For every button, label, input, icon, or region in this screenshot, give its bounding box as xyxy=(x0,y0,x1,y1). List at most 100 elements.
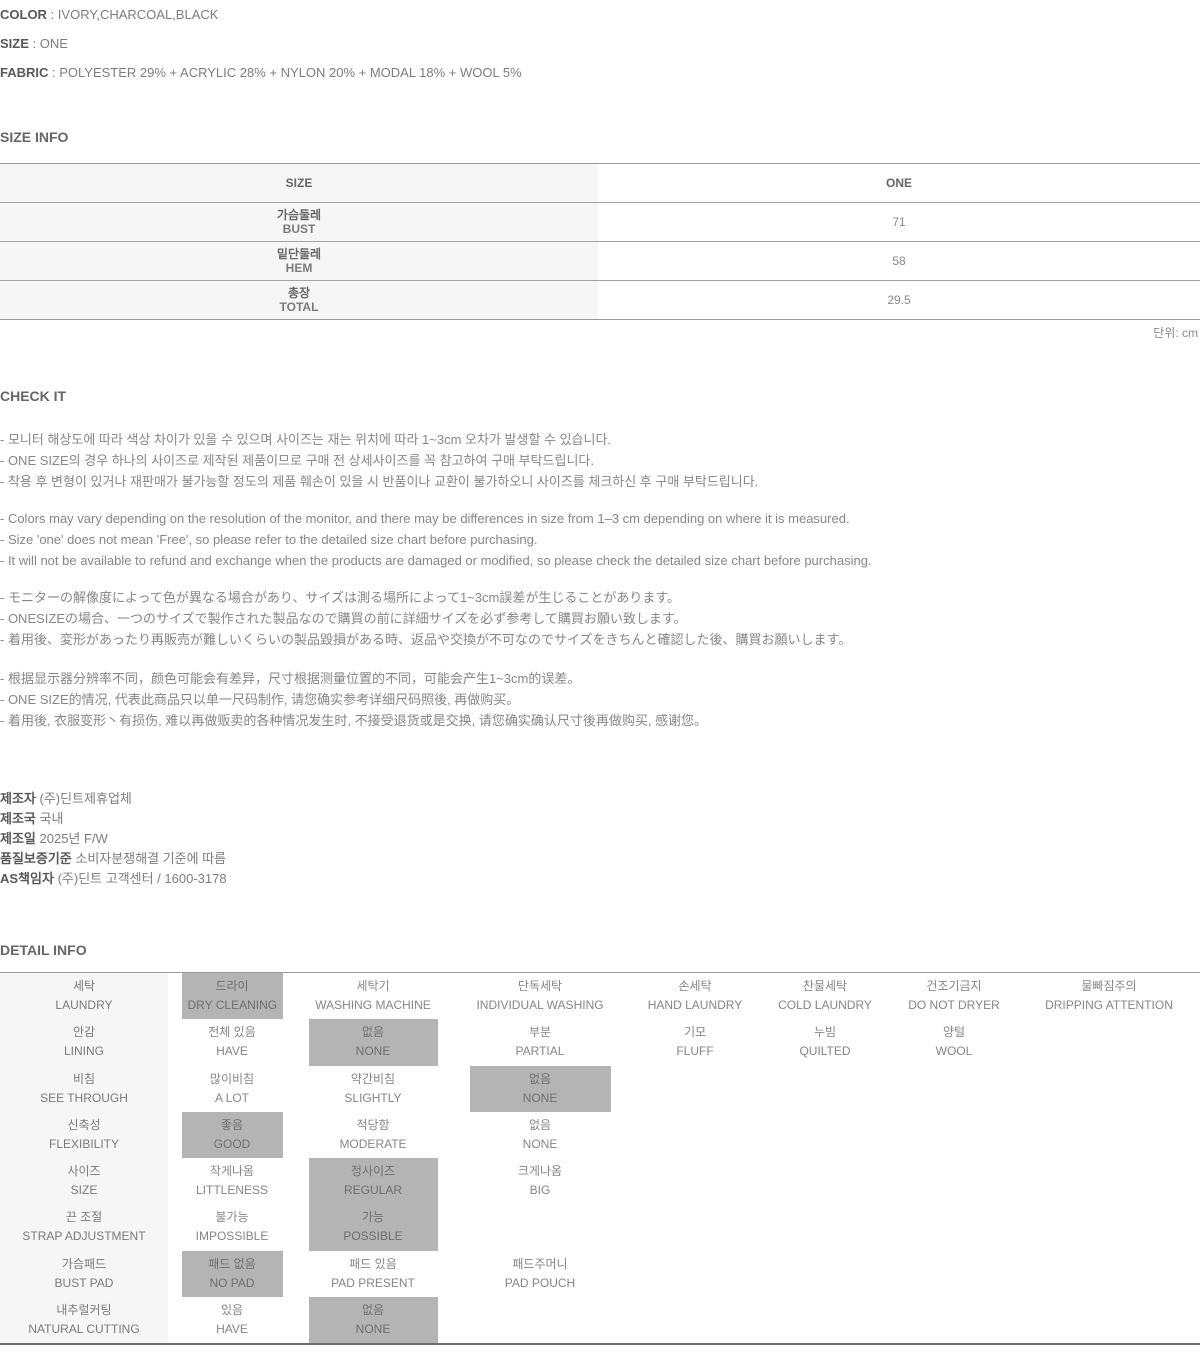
detail-option-selected: 가능 POSSIBLE xyxy=(296,1204,450,1251)
detail-option-selected: 없음 NONE xyxy=(296,1296,450,1343)
manufacturer-value: (주)딘트 고객센터 / 1600-3178 xyxy=(57,871,227,886)
size-info-table: SIZE ONE 가슴둘레 BUST 71 밑단둘레 HEM 58 총장 TOT… xyxy=(0,163,1200,320)
detail-option: 패드주머니 PAD POUCH xyxy=(504,1256,576,1290)
size-table-row-bust: 가슴둘레 BUST 71 xyxy=(0,203,1200,242)
notice-korean: - 모니터 해상도에 따라 색상 차이가 있을 수 있으며 사이즈는 재는 위치… xyxy=(0,429,1200,492)
detail-row-strap-adjustment: 끈 조절 STRAP ADJUSTMENT 불가능 IMPOSSIBLE 가능 PO… xyxy=(0,1204,1200,1251)
manufacturer-info: 제조자 (주)딘트제휴업체 제조국 국내 제조일 2025년 F/W 품질보증기준 소비… xyxy=(0,789,1200,889)
manufacturer-value: (주)딘트제휴업체 xyxy=(39,791,132,806)
detail-row-size: 사이즈 SIZE 작게나옴 LITTLENESS 정사이즈 REGULAR 크게나옴… xyxy=(0,1158,1200,1205)
manufacturer-value: 국내 xyxy=(39,811,64,826)
spec-label: SIZE xyxy=(0,36,29,51)
detail-option: 크게나옴 BIG xyxy=(517,1164,563,1198)
detail-option: 찬물세탁 COLD LAUNDRY xyxy=(778,979,872,1013)
detail-option: 전체 있음 HAVE xyxy=(208,1025,256,1059)
manufacturer-label: 제조국 xyxy=(0,811,36,826)
manufacturer-line: 제조국 국내 xyxy=(0,809,1200,829)
detail-option: 세탁기 WASHING MACHINE xyxy=(315,979,431,1013)
detail-option-selected: 패드 없음 NO PAD xyxy=(168,1250,296,1297)
notice-line: - 着用後、変形があったり再販売が難しいくらいの製品毀損がある時、返品や交換が不… xyxy=(0,632,852,647)
detail-option: 기모 FLUFF xyxy=(676,1025,714,1059)
detail-option-selected: 없음 NONE xyxy=(296,1019,450,1066)
size-label-ko: 가슴둘레 xyxy=(276,208,322,222)
notice-english: - Colors may vary depending on the resol… xyxy=(0,508,1200,571)
detail-option: 적당함 MODERATE xyxy=(339,1117,407,1151)
spec-row-color: COLORIVORY,CHARCOAL,BLACK xyxy=(0,7,1200,22)
detail-row-see-through: 비침 SEE THROUGH 많이비침 A LOT 약간비침 SLIGHTLY 없음… xyxy=(0,1065,1200,1112)
detail-option: 불가능 IMPOSSIBLE xyxy=(195,1210,269,1244)
detail-option: 단독세탁 INDIVIDUAL WASHING xyxy=(476,979,604,1013)
size-label-en: BUST xyxy=(282,222,316,236)
detail-option: 약간비침 SLIGHTLY xyxy=(344,1071,402,1105)
detail-row-label: 사이즈 SIZE xyxy=(0,1158,168,1205)
notice-line: - It will not be available to refund and… xyxy=(0,553,872,568)
detail-row-label: 비침 SEE THROUGH xyxy=(0,1065,168,1112)
size-table-row-hem: 밑단둘레 HEM 58 xyxy=(0,242,1200,281)
notice-line: - 根据显示器分辨率不同，颜色可能会有差异，尺寸根据测量位置的不同，可能会产生1… xyxy=(0,671,581,686)
detail-option-selected: 드라이 DRY CLEANING xyxy=(168,973,296,1020)
notice-line: - ONESIZEの場合、一つのサイズで製作された製品なので購買の前に詳細サイズ… xyxy=(0,611,687,626)
detail-option-selected: 없음 NONE xyxy=(450,1065,630,1112)
size-value: 71 xyxy=(892,215,906,229)
detail-row-label: 내추럴커팅 NATURAL CUTTING xyxy=(0,1296,168,1343)
notice-line: - 모니터 해상도에 따라 색상 차이가 있을 수 있으며 사이즈는 재는 위치… xyxy=(0,432,612,447)
size-label-ko: 총장 xyxy=(287,286,311,300)
notice-line: - モニターの解像度によって色が異なる場合があり、サイズは測る場所によって1~3… xyxy=(0,590,681,605)
spec-value: ONE xyxy=(29,36,68,51)
size-label-ko: 밑단둘레 xyxy=(276,247,322,261)
spec-row-fabric: FABRICPOLYESTER 29% + ACRYLIC 28% + NYLO… xyxy=(0,65,1200,80)
detail-option: 많이비침 A LOT xyxy=(209,1071,255,1105)
detail-row-lining: 안감 LINING 전체 있음 HAVE 없음 NONE 부분 PARTIAL 기모 F… xyxy=(0,1019,1200,1066)
detail-option: 양털 WOOL xyxy=(935,1025,973,1059)
detail-row-label: 가슴패드 BUST PAD xyxy=(0,1250,168,1297)
notice-japanese: - モニターの解像度によって色が異なる場合があり、サイズは測る場所によって1~3… xyxy=(0,587,1200,650)
check-it-heading: CHECK IT xyxy=(0,388,67,404)
detail-option: 누빔 QUILTED xyxy=(799,1025,851,1059)
size-info-heading: SIZE INFO xyxy=(0,129,69,145)
detail-option-selected: 정사이즈 REGULAR xyxy=(296,1158,450,1205)
notice-line: - ONE SIZE의 경우 하나의 사이즈로 제작된 제품이므로 구매 전 상… xyxy=(0,453,594,468)
manufacturer-value: 2025년 F/W xyxy=(39,831,108,846)
manufacturer-label: AS책임자 xyxy=(0,871,54,886)
manufacturer-value: 소비자분쟁해결 기준에 따름 xyxy=(75,851,227,866)
detail-option: 패드 있음 PAD PRESENT xyxy=(331,1256,415,1290)
size-label-en: TOTAL xyxy=(279,300,319,314)
detail-row-flexibility: 신축성 FLEXIBILITY 좋음 GOOD 적당함 MODERATE 없음 NON… xyxy=(0,1111,1200,1158)
detail-info-heading: DETAIL INFO xyxy=(0,942,87,958)
size-table-header-row: SIZE ONE xyxy=(0,164,1200,203)
detail-row-label: 세탁 LAUNDRY xyxy=(0,973,168,1020)
detail-option: 있음 HAVE xyxy=(216,1302,248,1336)
spec-label: FABRIC xyxy=(0,65,49,80)
detail-row-label: 끈 조절 STRAP ADJUSTMENT xyxy=(0,1204,168,1251)
size-value: 58 xyxy=(892,254,906,268)
manufacturer-label: 제조일 xyxy=(0,831,36,846)
notice-line: - 착용 후 변형이 있거나 재판매가 불가능할 정도의 제품 훼손이 있을 시… xyxy=(0,474,759,489)
notice-chinese: - 根据显示器分辨率不同，颜色可能会有差异，尺寸根据测量位置的不同，可能会产生1… xyxy=(0,668,1200,731)
notice-line: - 着用後, 衣服变形丶有损伤, 难以再做贩卖的各种情况发生时, 不接受退货或是… xyxy=(0,713,708,728)
size-col-value-header: ONE xyxy=(885,176,912,190)
detail-option: 손세탁 HAND LAUNDRY xyxy=(647,979,743,1013)
manufacturer-line: 품질보증기준 소비자분쟁해결 기준에 따름 xyxy=(0,849,1200,869)
spec-label: COLOR xyxy=(0,7,47,22)
notice-line: - ONE SIZE的情况, 代表此商品只以单一尺码制作, 请您确实参考详细尺码… xyxy=(0,692,520,707)
manufacturer-label: 품질보증기준 xyxy=(0,851,72,866)
size-table-row-total: 총장 TOTAL 29.5 xyxy=(0,281,1200,320)
detail-option: 물빠짐주의 DRIPPING ATTENTION xyxy=(1045,979,1173,1013)
detail-table: 세탁 LAUNDRY 드라이 DRY CLEANING 세탁기 WASHING MA… xyxy=(0,972,1200,1345)
manufacturer-line: AS책임자 (주)딘트 고객센터 / 1600-3178 xyxy=(0,869,1200,889)
detail-option: 부분 PARTIAL xyxy=(515,1025,565,1059)
manufacturer-label: 제조자 xyxy=(0,791,36,806)
detail-option-selected: 좋음 GOOD xyxy=(168,1111,296,1158)
manufacturer-line: 제조일 2025년 F/W xyxy=(0,829,1200,849)
detail-option: 없음 NONE xyxy=(522,1117,558,1151)
detail-row-label: 안감 LINING xyxy=(0,1019,168,1066)
notice-line: - Colors may vary depending on the resol… xyxy=(0,511,850,526)
detail-row-natural-cutting: 내추럴커팅 NATURAL CUTTING 있음 HAVE 없음 NONE xyxy=(0,1296,1200,1343)
size-value: 29.5 xyxy=(887,293,911,307)
unit-note: 단위: cm xyxy=(1153,326,1198,340)
manufacturer-line: 제조자 (주)딘트제휴업체 xyxy=(0,789,1200,809)
size-label-en: HEM xyxy=(285,261,313,275)
notice-line: - Size 'one' does not mean 'Free', so pl… xyxy=(0,532,538,547)
